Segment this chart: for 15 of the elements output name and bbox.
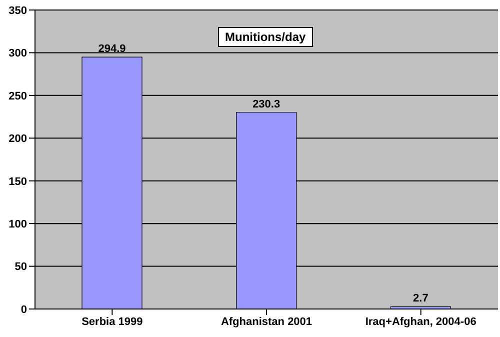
data-label: 294.9: [98, 43, 126, 56]
text: Munitions/day: [218, 27, 313, 47]
y-tick-label: 350: [8, 4, 27, 17]
x-tick-label: Serbia 1999: [82, 316, 143, 328]
y-tick-label: 200: [8, 133, 27, 146]
y-tick-label: 0: [20, 304, 27, 316]
y-tick-label: 100: [8, 218, 27, 230]
x-tick-label: Afghanistan 2001: [220, 316, 312, 328]
y-tick-label: 150: [8, 176, 27, 188]
data-label: 2.7: [413, 292, 428, 305]
data-label: 230.3: [252, 98, 280, 110]
x-tick-label: Iraq+Afghan, 2004-06: [365, 316, 476, 328]
y-tick-label: 50: [14, 261, 27, 274]
y-tick-label: 250: [8, 90, 27, 102]
y-tick-label: 300: [8, 48, 27, 60]
